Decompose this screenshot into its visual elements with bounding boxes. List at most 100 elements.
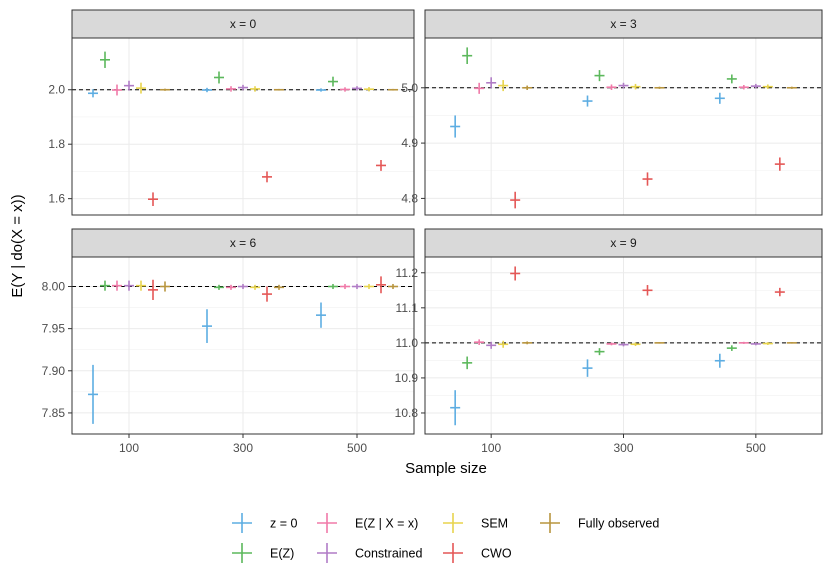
data-point [274, 284, 284, 290]
data-point [88, 89, 98, 98]
data-point [250, 284, 260, 290]
data-point [774, 157, 785, 171]
data-point [726, 74, 737, 84]
data-point [160, 281, 170, 292]
x-tick-label: 300 [613, 441, 633, 455]
data-point [274, 88, 284, 91]
data-point [474, 82, 485, 94]
data-point [340, 87, 350, 92]
legend-entry: CWO [443, 543, 512, 563]
data-point [762, 342, 773, 345]
panel-1: x = 0 1.6 1.8 2.0 [48, 9, 415, 216]
legend-label: z = 0 [270, 517, 297, 531]
y-tick-label: 7.95 [42, 322, 66, 336]
data-point [88, 364, 98, 424]
data-point [136, 280, 146, 291]
data-point [654, 342, 665, 344]
data-point [376, 159, 386, 171]
legend-entry: SEM [443, 513, 508, 533]
data-point [750, 83, 761, 89]
data-point [226, 284, 236, 290]
y-tick-label: 10.8 [395, 406, 419, 420]
panel-title: x = 0 [230, 17, 257, 31]
panel-strip [424, 9, 823, 39]
data-point [462, 47, 473, 64]
panel-2: x = 3 4.8 4.9 5.0 [401, 9, 823, 216]
legend-entry: Fully observed [540, 513, 659, 533]
data-point [642, 285, 653, 296]
data-point [522, 341, 533, 345]
data-point [630, 83, 641, 90]
y-tick-label: 5.0 [401, 81, 418, 95]
data-point [112, 84, 122, 96]
data-point [226, 86, 236, 92]
data-point [522, 85, 533, 90]
data-point [450, 115, 461, 138]
data-point [136, 82, 146, 94]
data-point [654, 86, 665, 89]
legend-label: CWO [481, 547, 512, 561]
y-axis-title: E(Y | do(X = x)) [9, 194, 26, 297]
data-point [388, 88, 398, 91]
data-point [582, 95, 593, 107]
y-tick-label: 11.0 [396, 336, 419, 350]
y-tick-label: 2.0 [48, 83, 65, 97]
y-tick-label: 7.85 [42, 406, 66, 420]
panel-4: x = 9 10.8 10.9 11.0 11.1 11.2 100 300 500 [395, 228, 823, 455]
data-point [238, 84, 248, 91]
data-point [262, 171, 272, 183]
data-point [238, 283, 248, 290]
y-tick-label: 7.90 [42, 364, 66, 378]
panel-border [71, 37, 415, 216]
data-point [786, 342, 797, 344]
data-point [100, 51, 110, 68]
data-point [582, 359, 593, 377]
data-point [714, 353, 725, 368]
data-point [630, 342, 641, 347]
y-tick-label: 1.6 [48, 192, 65, 206]
data-point [160, 88, 170, 91]
data-point [462, 356, 473, 370]
legend-label: E(Z | X = x) [355, 517, 418, 531]
data-point [352, 283, 362, 290]
data-point [714, 92, 725, 104]
data-point [498, 80, 509, 92]
data-point [498, 340, 509, 348]
panels: x = 0 1.6 1.8 2.0 x = 3 4.8 4.9 5.0 x = 6 7.85 7.9… [42, 9, 823, 455]
y-tick-label: 11.2 [396, 266, 419, 280]
x-tick-label: 100 [481, 441, 501, 455]
panel-title: x = 6 [230, 236, 257, 250]
data-point [202, 87, 212, 93]
data-point [214, 284, 224, 290]
data-point [642, 172, 653, 186]
data-point [328, 283, 338, 290]
data-point [618, 342, 629, 347]
data-point [148, 192, 158, 207]
data-point [328, 76, 338, 87]
panel-3: x = 6 7.85 7.90 7.95 8.00 100 300 500 [42, 228, 415, 455]
legend-label: Fully observed [578, 517, 659, 531]
data-point [316, 88, 326, 92]
x-tick-label: 300 [233, 441, 253, 455]
data-point [486, 341, 497, 349]
data-point [214, 71, 224, 84]
data-point [606, 342, 617, 346]
legend-label: E(Z) [270, 547, 294, 561]
panel-border [424, 37, 823, 216]
legend-entry: z = 0 [232, 513, 297, 533]
legend: z = 0 E(Z | X = x) SEM Fully observed E(Z) Co… [232, 513, 659, 563]
data-point [112, 280, 122, 291]
y-tick-label: 4.8 [401, 191, 418, 205]
data-point [774, 287, 785, 297]
data-point [594, 348, 605, 356]
panel-title: x = 9 [610, 236, 637, 250]
legend-label: Constrained [355, 547, 422, 561]
data-point [262, 286, 272, 302]
data-point [738, 341, 749, 344]
data-point [202, 309, 212, 343]
data-point [750, 342, 761, 346]
data-point [376, 276, 386, 294]
data-point [594, 70, 605, 82]
x-axis-title: Sample size [405, 460, 487, 477]
data-point [486, 77, 497, 89]
